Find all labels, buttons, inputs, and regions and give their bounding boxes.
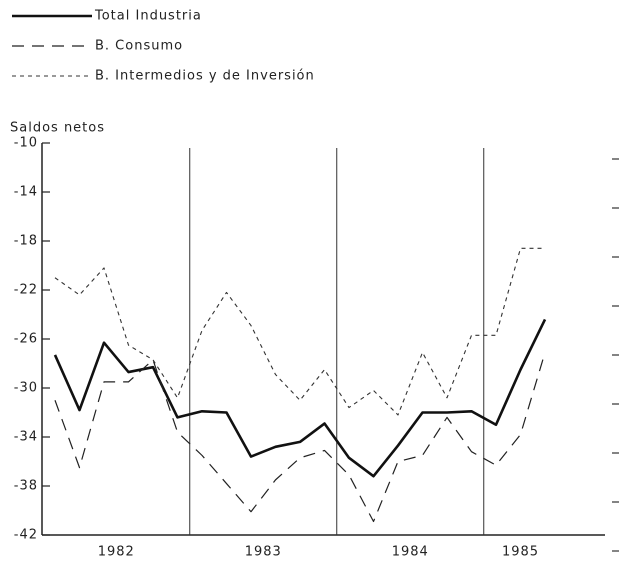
y-tick-label: -38 [14,479,38,494]
y-axis-label: Saldos netos [10,121,105,136]
series-line [54,352,546,523]
series-line [54,247,545,416]
y-tick-label: -14 [14,185,38,200]
legend-label: B. Intermedios y de Inversión [95,69,315,84]
y-tick-label: -18 [14,234,38,249]
y-tick-label: -26 [14,332,38,347]
series-line [53,318,547,478]
x-period-label: 1983 [245,545,282,560]
x-period-label: 1985 [502,545,539,560]
legend-label: B. Consumo [95,39,183,54]
y-tick-label: -34 [14,430,38,445]
legend-label: Total Industria [94,9,202,24]
y-tick-label: -30 [14,381,38,396]
y-tick-label: -22 [14,283,38,298]
y-tick-label: -10 [14,136,38,151]
x-period-label: 1982 [98,545,135,560]
x-period-label: 1984 [392,545,429,560]
y-tick-label: -42 [14,528,38,543]
